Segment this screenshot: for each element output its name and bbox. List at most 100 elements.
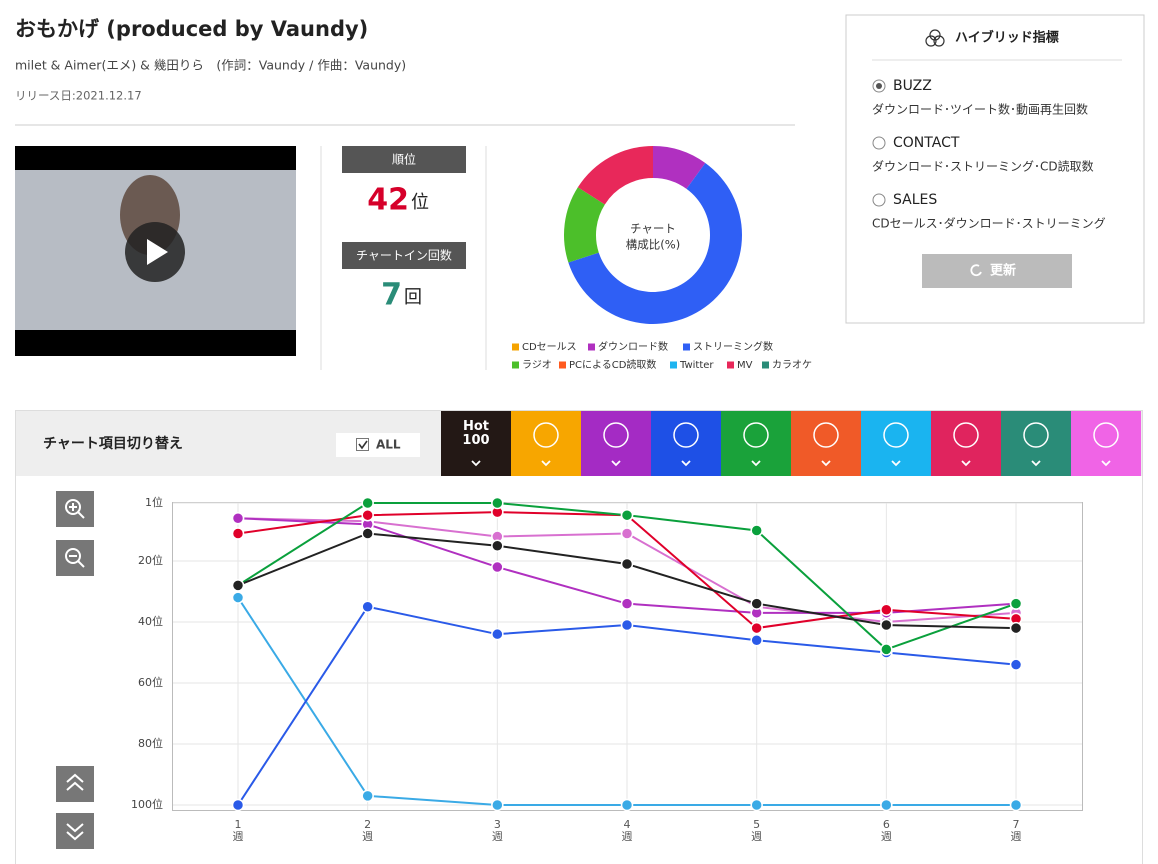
tab-chevron — [751, 460, 761, 467]
data-point — [1009, 798, 1023, 812]
tab-chevron — [471, 460, 481, 467]
data-point — [880, 603, 893, 617]
tab-chevron — [961, 460, 971, 467]
all-toggle[interactable] — [336, 433, 420, 457]
data-point — [1009, 597, 1023, 610]
hybrid-icon — [925, 29, 945, 47]
hybrid-title: ハイブリッド指標 — [955, 30, 1059, 46]
data-point — [750, 634, 763, 647]
rank-label: 順位 — [392, 152, 416, 167]
radio[interactable] — [872, 136, 886, 150]
x-tick-label: 7 週 — [1010, 818, 1022, 844]
update-label[interactable]: 更新 — [990, 263, 1016, 279]
data-point — [1009, 658, 1023, 671]
chart-in-unit: 回 — [404, 287, 422, 308]
scroll-down[interactable] — [56, 813, 94, 849]
x-tick-label: 4 週 — [621, 818, 633, 844]
donut-center-label: 構成比(%) — [626, 238, 680, 252]
rank-value: 42 — [367, 183, 409, 218]
tab-chevron — [891, 460, 901, 467]
data-point — [491, 496, 504, 510]
donut-segment — [577, 146, 653, 205]
legend-swatch — [559, 361, 566, 369]
y-tick-label: 60位 — [138, 675, 163, 689]
zoom-in[interactable] — [56, 491, 94, 527]
data-point — [620, 508, 634, 522]
legend-label: CDセールス — [522, 341, 577, 353]
scroll-up[interactable] — [56, 766, 94, 802]
radio-dot — [876, 83, 882, 89]
option-name[interactable]: CONTACT — [893, 135, 960, 151]
tab-chevron — [1101, 460, 1111, 467]
data-point — [620, 597, 634, 610]
legend-label: MV — [737, 360, 753, 371]
chart-in-value: 7 — [381, 278, 402, 313]
tab-label: Hot 100 — [462, 419, 490, 449]
data-point — [750, 524, 763, 537]
donut-center-label: チャート — [630, 222, 676, 236]
data-point — [231, 527, 245, 540]
y-tick-label: 40位 — [138, 614, 163, 628]
y-tick-label: 20位 — [138, 553, 163, 567]
legend-swatch — [588, 343, 595, 351]
zoom-out[interactable] — [56, 540, 94, 576]
donut-segment — [653, 146, 706, 189]
legend-swatch — [762, 361, 769, 369]
data-point — [231, 579, 245, 592]
option-description: ダウンロード･ツイート数･動画再生回数 — [872, 102, 1088, 117]
tab-icon — [953, 422, 979, 448]
data-point — [880, 618, 893, 632]
tab-icon — [1093, 422, 1119, 448]
video[interactable] — [15, 146, 296, 356]
data-point — [1009, 621, 1023, 635]
y-tick-label: 100位 — [131, 797, 163, 811]
tab-chevron — [611, 460, 621, 467]
release-date: リリース日:2021.12.17 — [15, 89, 142, 103]
checkbox[interactable] — [356, 438, 369, 451]
tab-chevron — [821, 460, 831, 467]
option-description: ダウンロード･ストリーミング･CD読取数 — [872, 159, 1094, 174]
data-point — [361, 600, 374, 613]
legend-label: カラオケ — [772, 359, 812, 371]
option-name[interactable]: BUZZ — [893, 78, 932, 94]
data-point — [231, 591, 245, 604]
tab-icon — [533, 422, 559, 448]
chart-in-label: チャートイン回数 — [356, 248, 452, 263]
donut-segment — [568, 162, 742, 324]
data-point — [750, 597, 763, 610]
legend-swatch — [683, 343, 690, 351]
all-label[interactable]: ALL — [376, 438, 401, 452]
update-button[interactable] — [922, 254, 1072, 288]
donut-segment — [564, 187, 605, 263]
data-point — [750, 798, 763, 812]
check-mark — [358, 440, 368, 450]
rank-unit: 位 — [411, 192, 429, 213]
legend-label: PCによるCD読取数 — [569, 358, 656, 371]
data-point — [491, 560, 504, 574]
data-point — [361, 496, 374, 510]
data-point — [491, 627, 504, 641]
tab-chevron — [541, 460, 551, 467]
y-tick-label: 80位 — [138, 736, 163, 750]
x-tick-label: 2 週 — [362, 818, 374, 844]
radio[interactable] — [872, 193, 886, 207]
legend-label: ラジオ — [522, 359, 552, 371]
tab-chevron — [1031, 460, 1041, 467]
option-name[interactable]: SALES — [893, 192, 937, 208]
song-title: おもかげ (produced by Vaundy) — [15, 17, 368, 41]
refresh-icon — [970, 264, 982, 277]
data-point — [361, 789, 374, 803]
rank-box — [342, 146, 466, 173]
data-point — [750, 621, 763, 635]
chart-in-box — [342, 242, 466, 269]
x-tick-label: 3 週 — [491, 818, 503, 844]
legend-swatch — [670, 361, 677, 369]
tab-icon — [813, 422, 839, 448]
data-point — [620, 527, 634, 540]
tab-icon — [673, 422, 699, 448]
y-tick-label: 1位 — [145, 495, 163, 509]
option-description: CDセールス･ダウンロード･ストリーミング — [872, 216, 1106, 231]
data-point — [491, 539, 504, 552]
